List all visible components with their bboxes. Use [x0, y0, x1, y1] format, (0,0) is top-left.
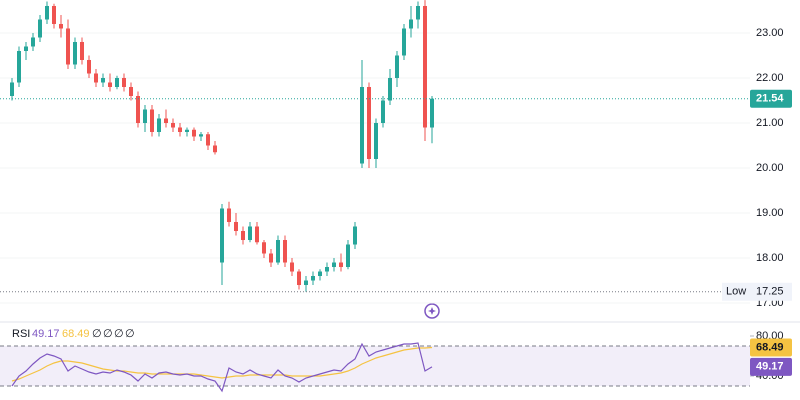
rsi-line: [11, 342, 433, 393]
candle-body: [164, 118, 168, 123]
candle-body: [192, 129, 196, 137]
candle-body: [108, 82, 112, 87]
rsi-header-value: 68.49: [62, 328, 90, 340]
candle-body: [430, 98, 434, 128]
candle-body: [297, 271, 301, 286]
candle-body: [416, 5, 420, 20]
candle-body: [318, 271, 322, 277]
candle-body: [388, 77, 392, 101]
y-tick-label: 21.00: [756, 117, 784, 129]
y-tick-label: 18.00: [756, 252, 784, 264]
candle-body: [52, 5, 56, 24]
candle-body: [269, 253, 273, 263]
rsi-value-label: 68.49: [756, 341, 784, 353]
last-price-box: [750, 89, 792, 108]
candle-body: [150, 109, 154, 132]
candle-body: [262, 242, 266, 254]
candle-body: [206, 134, 210, 146]
candle-body: [241, 231, 245, 241]
event-icon-star: [428, 307, 436, 315]
candle-body: [290, 262, 294, 272]
candle-body: [185, 129, 189, 132]
candle-body: [213, 145, 217, 153]
last-price-label: 21.54: [756, 93, 784, 105]
candle-body: [332, 262, 336, 268]
candle-body: [122, 77, 126, 87]
low-label: Low: [726, 286, 746, 298]
rsi-title: RSI: [12, 328, 30, 340]
candle-body: [136, 95, 140, 123]
rsi-value-box: [750, 357, 792, 376]
candle-body: [66, 28, 70, 65]
candle-body: [157, 118, 161, 132]
candle-body: [227, 208, 231, 223]
rsi-placeholder: ∅: [103, 328, 113, 340]
candle-body: [220, 208, 224, 263]
rsi-header-value: 49.17: [32, 328, 60, 340]
rsi-placeholder: ∅: [125, 328, 135, 340]
y-tick-label: 23.00: [756, 27, 784, 39]
candle-body: [283, 240, 287, 263]
y-tick-label: 20.00: [756, 162, 784, 174]
rsi-placeholder: ∅: [92, 328, 102, 340]
candle-body: [73, 41, 77, 65]
candle-body: [353, 226, 357, 245]
candle-body: [346, 244, 350, 268]
candle-body: [171, 122, 175, 128]
candle-body: [45, 5, 49, 20]
candle-body: [31, 37, 35, 47]
candle-body: [360, 86, 364, 164]
candle-body: [381, 100, 385, 123]
candle-body: [87, 59, 91, 74]
candle-body: [129, 86, 133, 96]
candle-body: [423, 5, 427, 128]
candle-body: [234, 222, 238, 232]
candle-body: [24, 46, 28, 51]
candle-body: [395, 55, 399, 78]
candle-body: [311, 276, 315, 281]
candle-body: [248, 226, 252, 241]
candle-body: [255, 226, 259, 243]
candle-body: [402, 28, 406, 56]
rsi-value-box: [750, 338, 792, 357]
candle-body: [276, 240, 280, 263]
candle-body: [199, 134, 203, 137]
candle-body: [143, 109, 147, 123]
candle-body: [59, 23, 63, 29]
candle-body: [94, 73, 98, 83]
rsi-placeholder: ∅: [114, 328, 124, 340]
candle-body: [178, 127, 182, 132]
candle-body: [304, 280, 308, 286]
candle-body: [38, 19, 42, 38]
candle-body: [80, 41, 84, 60]
y-tick-label: 22.00: [756, 72, 784, 84]
low-value: 17.25: [756, 286, 784, 298]
candle-body: [10, 82, 14, 96]
candle-body: [115, 77, 119, 87]
candle-body: [339, 262, 343, 268]
rsi-line: [11, 346, 433, 382]
candle-body: [101, 77, 105, 83]
candle-body: [325, 267, 329, 272]
y-tick-label: 19.00: [756, 207, 784, 219]
candle-body: [17, 50, 21, 83]
candle-body: [367, 86, 371, 159]
candle-body: [409, 19, 413, 29]
candle-body: [374, 122, 378, 159]
low-box: [722, 282, 792, 301]
rsi-value-label: 49.17: [756, 361, 784, 373]
